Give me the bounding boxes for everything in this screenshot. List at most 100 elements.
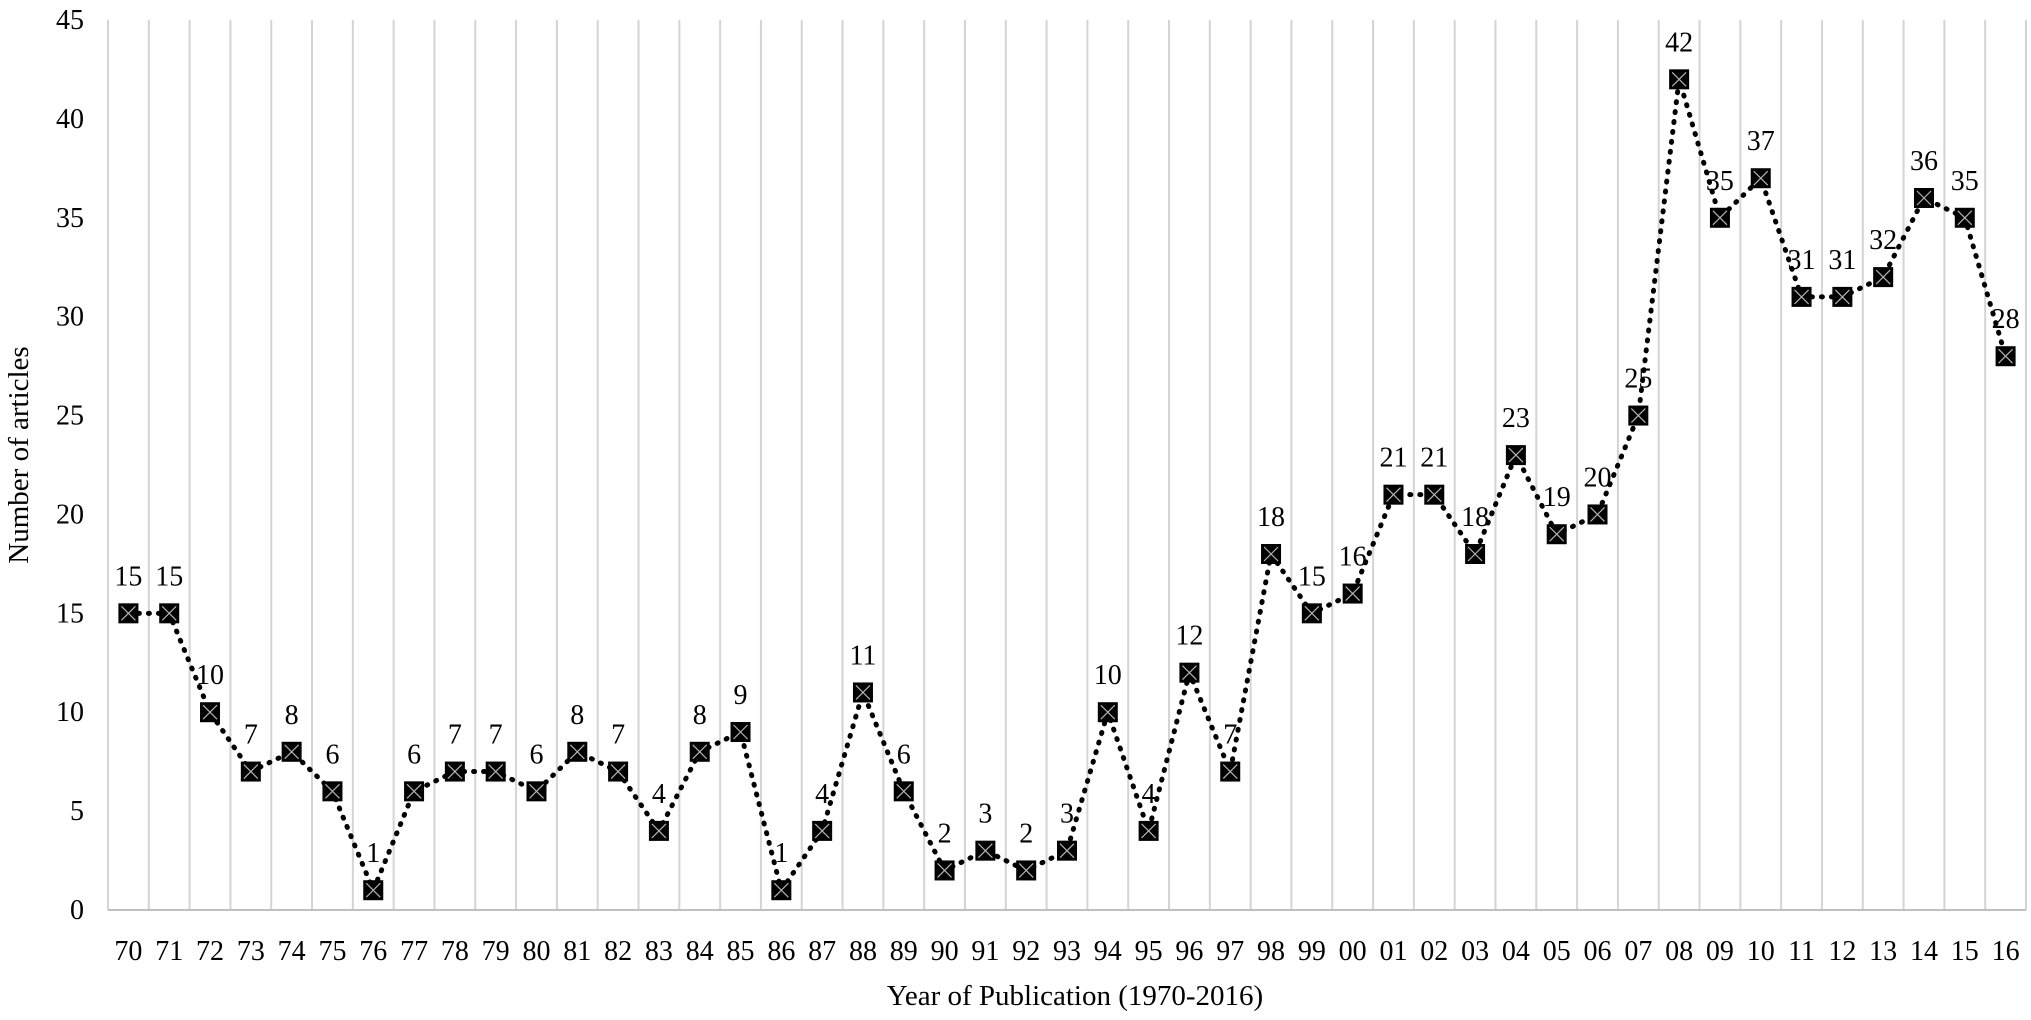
data-point-marker — [1342, 583, 1363, 604]
data-label: 8 — [693, 700, 707, 731]
data-label: 7 — [448, 720, 462, 751]
data-point-marker — [1097, 702, 1118, 723]
marker-hatch — [1304, 605, 1320, 621]
marker-hatch — [1998, 348, 2014, 364]
x-axis-ticks: 70 71 72 73 74 75 76 77 78 79 80 81 82 83 84 85 86 87 88 89… — [114, 936, 2019, 967]
marker-hatch — [161, 605, 177, 621]
data-point-marker — [200, 702, 221, 723]
x-tick-label: 88 — [849, 936, 877, 967]
data-label: 3 — [1060, 799, 1074, 830]
data-point-marker — [1628, 405, 1649, 426]
x-tick-label: 93 — [1053, 936, 1081, 967]
marker-hatch — [1345, 586, 1361, 601]
marker-hatch — [1018, 863, 1034, 878]
marker-hatch — [814, 823, 830, 839]
x-tick-label: 13 — [1869, 936, 1897, 967]
marker-hatch — [202, 704, 218, 720]
data-label: 25 — [1624, 364, 1652, 395]
data-point-marker — [1995, 346, 2016, 367]
data-label: 31 — [1788, 245, 1816, 276]
data-point-marker — [608, 761, 629, 782]
marker-hatch — [447, 764, 463, 779]
data-label: 4 — [1142, 779, 1156, 810]
data-label: 12 — [1175, 621, 1203, 652]
data-point-marker — [240, 761, 261, 782]
data-label: 35 — [1951, 166, 1979, 197]
y-tick-label: 20 — [56, 499, 84, 530]
x-tick-label: 79 — [482, 936, 510, 967]
data-point-marker — [485, 761, 506, 782]
x-tick-label: 10 — [1747, 936, 1775, 967]
data-point-marker — [281, 741, 302, 762]
x-tick-label: 06 — [1584, 936, 1612, 967]
marker-hatch — [569, 744, 585, 760]
data-label: 10 — [1094, 660, 1122, 691]
data-label: 18 — [1257, 502, 1285, 533]
marker-hatch — [1059, 843, 1075, 859]
marker-hatch — [1263, 546, 1279, 562]
y-axis-title: Number of articles — [3, 346, 35, 563]
data-label: 7 — [611, 720, 625, 751]
x-tick-label: 90 — [931, 936, 959, 967]
marker-hatch — [1957, 210, 1973, 226]
data-point-marker — [975, 840, 996, 861]
x-tick-label: 82 — [604, 936, 632, 967]
x-tick-label: 97 — [1216, 936, 1244, 967]
data-point-marker — [1873, 267, 1894, 288]
data-label: 2 — [938, 818, 952, 849]
marker-hatch — [1834, 289, 1850, 305]
data-point-marker — [444, 761, 465, 782]
data-point-marker — [1832, 286, 1853, 307]
x-tick-label: 12 — [1828, 936, 1856, 967]
y-axis-ticks: 0 5 10 15 20 25 30 35 40 45 — [56, 5, 84, 926]
data-point-marker — [567, 741, 588, 762]
y-tick-label: 45 — [56, 5, 84, 36]
grid-lines — [107, 20, 2027, 910]
marker-hatch — [1916, 190, 1932, 206]
x-tick-label: 07 — [1624, 936, 1652, 967]
marker-hatch — [1426, 487, 1442, 503]
x-tick-label: 83 — [645, 936, 673, 967]
x-tick-label: 92 — [1012, 936, 1040, 967]
x-tick-label: 91 — [971, 936, 999, 967]
data-point-marker — [1669, 69, 1690, 90]
y-tick-label: 10 — [56, 697, 84, 728]
marker-hatch — [120, 605, 136, 621]
data-label: 35 — [1706, 166, 1734, 197]
data-label: 8 — [285, 700, 299, 731]
data-point-marker — [934, 860, 955, 881]
data-label: 7 — [489, 720, 503, 751]
marker-hatch — [1794, 289, 1809, 305]
x-tick-label: 15 — [1951, 936, 1979, 967]
data-point-marker — [363, 880, 384, 901]
x-tick-label: 14 — [1910, 936, 1938, 967]
x-tick-label: 94 — [1094, 936, 1122, 967]
marker-hatch — [1222, 764, 1238, 779]
data-label: 15 — [155, 561, 183, 592]
x-tick-label: 72 — [196, 936, 224, 967]
data-label: 42 — [1665, 27, 1693, 58]
data-label: 6 — [407, 739, 421, 770]
data-point-marker — [118, 603, 139, 624]
data-label: 9 — [734, 680, 748, 711]
marker-hatch — [855, 685, 871, 700]
marker-hatch — [325, 783, 340, 799]
x-tick-label: 89 — [890, 936, 918, 967]
data-label: 21 — [1379, 443, 1407, 474]
data-label: 19 — [1543, 482, 1571, 513]
marker-hatch — [529, 783, 544, 799]
data-label: 32 — [1869, 225, 1897, 256]
data-label: 36 — [1910, 146, 1938, 177]
marker-hatch — [243, 764, 259, 779]
data-label: 2 — [1019, 818, 1033, 849]
y-tick-label: 0 — [70, 895, 84, 926]
data-point-marker — [1220, 761, 1241, 782]
data-label: 6 — [897, 739, 911, 770]
x-tick-label: 76 — [359, 936, 387, 967]
x-tick-label: 78 — [441, 936, 469, 967]
data-label: 7 — [1223, 720, 1237, 751]
data-label: 15 — [1298, 561, 1326, 592]
marker-hatch — [1141, 823, 1157, 839]
data-point-marker — [812, 820, 833, 841]
